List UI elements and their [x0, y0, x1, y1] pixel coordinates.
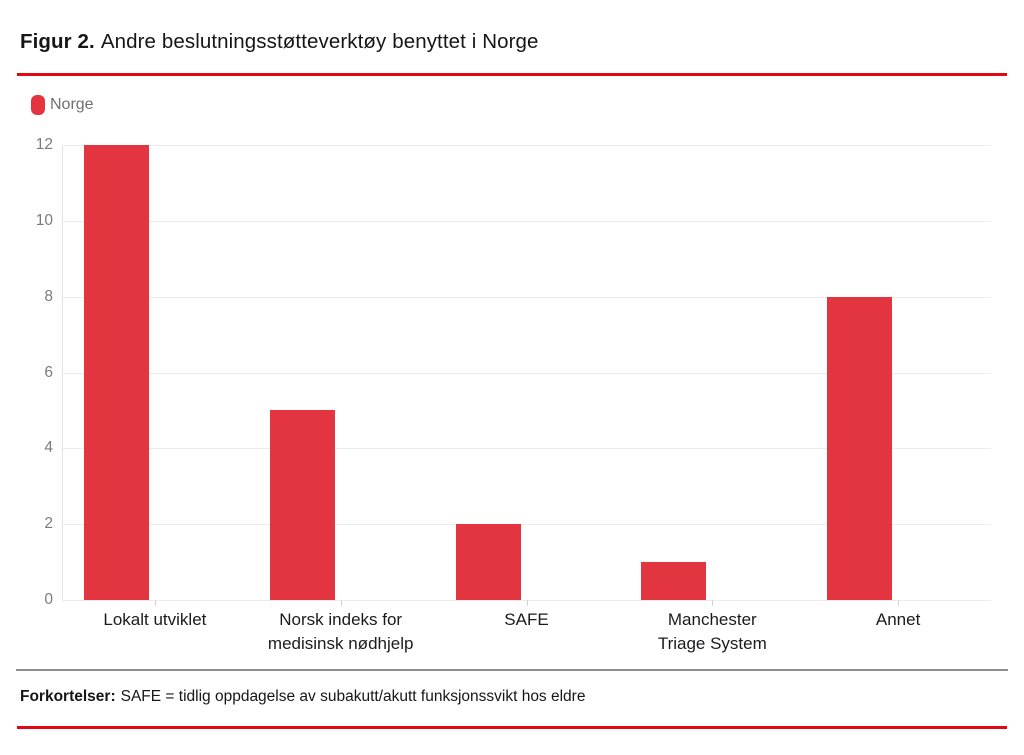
category-label: Annet — [806, 608, 990, 632]
x-axis-tick — [154, 600, 156, 606]
figure-title-text: Andre beslutningsstøtteverktøy benyttet … — [100, 30, 539, 53]
legend-label: Norge — [50, 96, 94, 113]
category-label-line: SAFE — [504, 610, 549, 629]
bar-annet — [827, 296, 893, 600]
gridline-y12 — [62, 145, 991, 146]
gridline-y10 — [62, 220, 991, 222]
y-axis-label: 2 — [44, 515, 53, 533]
category-label-line: medisinsk nødhjelp — [267, 634, 414, 653]
category-label: Norsk indeks for medisinsk nødhjelp — [249, 608, 433, 656]
bar-lokalt-utviklet — [84, 145, 149, 600]
category-label: Lokalt utviklet — [63, 608, 247, 632]
bottom-rule — [17, 726, 1007, 729]
bar-safe — [455, 524, 521, 600]
title-underline-rule — [17, 73, 1007, 76]
footer-separator-rule — [16, 669, 1008, 671]
category-label-line: Annet — [875, 610, 921, 629]
category-label-line: Triage System — [657, 634, 767, 653]
category-label: Manchester Triage System — [620, 608, 804, 656]
category-label: SAFE — [435, 608, 619, 632]
y-axis-label: 0 — [44, 591, 53, 608]
gridline-y6 — [62, 372, 991, 374]
y-axis-label: 6 — [44, 363, 53, 381]
legend-item-norge[interactable]: Norge — [31, 95, 94, 115]
x-axis-tick — [526, 600, 528, 606]
bar-manchester-triage-system — [641, 562, 707, 600]
y-axis-label: 8 — [44, 287, 53, 305]
category-label-line: Lokalt utviklet — [103, 610, 207, 629]
y-axis-label: 4 — [44, 439, 53, 457]
x-axis-tick — [712, 600, 714, 606]
gridline-y8 — [62, 296, 991, 298]
gridline-y4 — [62, 448, 991, 450]
y-axis-line — [62, 145, 63, 600]
x-axis-tick — [898, 600, 900, 606]
figure-title: Figur 2. Andre beslutningsstøtteverktøy b… — [20, 30, 1000, 54]
abbreviations-text: SAFE = tidlig oppdagelse av subakutt/aku… — [120, 688, 586, 705]
y-axis-label: 12 — [35, 136, 53, 153]
bar-norsk-indeks-for-medisinsk-n-dhjelp — [269, 410, 335, 600]
legend: Norge — [31, 95, 94, 117]
y-axis-label: 10 — [35, 211, 53, 229]
legend-marker-icon — [31, 95, 45, 115]
category-label-line: Manchester — [667, 610, 757, 629]
x-axis-tick — [340, 600, 342, 606]
abbreviations-label: Forkortelser: — [20, 688, 116, 705]
figure-title-prefix: Figur 2. — [20, 30, 95, 53]
gridline-y2 — [62, 524, 991, 526]
abbreviations-note: Forkortelser: SAFE = tidlig oppdagelse av… — [20, 688, 1000, 706]
category-label-line: Norsk indeks for — [279, 610, 403, 629]
